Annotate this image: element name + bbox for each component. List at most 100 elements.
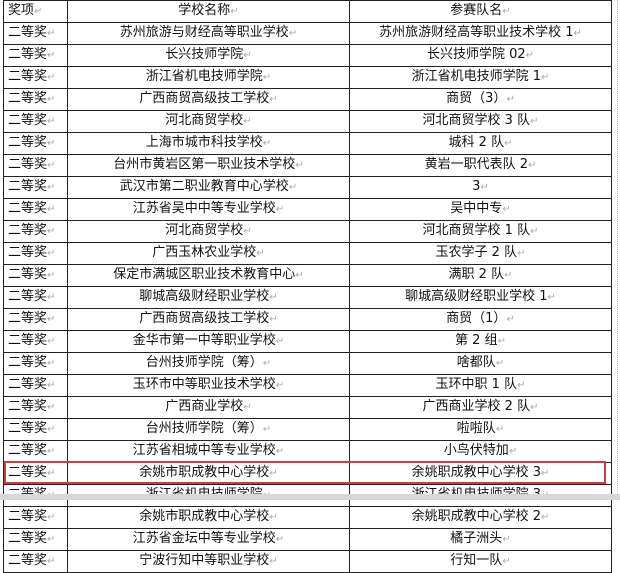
team-name-cell[interactable]: 啦啦队↵ <box>349 418 612 441</box>
paragraph-mark-icon: ↵ <box>47 292 56 303</box>
school-name-cell[interactable]: 江苏省吴中中等专业学校↵ <box>67 198 350 221</box>
team-name-cell[interactable]: 玉农学子 2 队↵ <box>349 242 612 265</box>
award-cell[interactable]: 二等奖↵ <box>3 132 68 155</box>
award-cell[interactable]: 二等奖↵ <box>3 396 68 419</box>
paragraph-mark-icon: ↵ <box>495 424 505 435</box>
paragraph-mark-icon: ↵ <box>47 50 56 61</box>
award-cell[interactable]: 二等奖↵ <box>3 550 68 573</box>
award-cell[interactable]: 二等奖↵ <box>3 66 68 89</box>
award-cell[interactable]: 二等奖↵ <box>3 330 68 353</box>
paragraph-mark-icon: ↵ <box>47 116 56 127</box>
school-name-cell[interactable]: 浙江省机电技师学院↵ <box>67 66 350 89</box>
paragraph-mark-icon: ↵ <box>269 94 278 105</box>
team-name-cell[interactable]: 长兴技师学院 02↵ <box>349 44 612 67</box>
school-name-cell[interactable]: 宁波行知中等职业学校↵ <box>67 550 350 573</box>
header-cell[interactable]: 奖项↵ <box>3 0 68 23</box>
team-name-cell[interactable]: 余姚职成教中心学校 2↵ <box>349 506 612 529</box>
school-name-cell[interactable]: 苏州旅游与财经高等职业学校↵ <box>67 22 350 45</box>
paragraph-mark-icon: ↵ <box>506 94 515 105</box>
header-cell[interactable]: 参赛队名↵ <box>349 0 612 23</box>
paragraph-mark-icon: ↵ <box>502 534 511 545</box>
award-cell[interactable]: 二等奖↵ <box>3 22 68 45</box>
team-name-cell[interactable]: 城科 2 队↵ <box>349 132 612 155</box>
school-name-cell[interactable]: 江苏省相城中等专业学校↵ <box>67 440 350 463</box>
award-cell[interactable]: 二等奖↵ <box>3 286 68 309</box>
school-name-cell[interactable]: 河北商贸学校↵ <box>67 110 350 133</box>
table-row: 二等奖↵ 聊城高级财经职业学校↵ 聊城高级财经职业学校 1↵ <box>3 286 612 309</box>
school-name-cell[interactable]: 武汉市第二职业教育中心学校↵ <box>67 176 350 199</box>
school-name-cell[interactable]: 台州技师学院（筹）↵ <box>67 418 350 441</box>
team-name-cell[interactable]: 玉环中职 1 队↵ <box>349 374 612 397</box>
team-name-cell[interactable]: 3↵ <box>349 176 612 199</box>
team-name-cell[interactable]: 啥都队↵ <box>349 352 612 375</box>
team-name-cell[interactable]: 广西商业学校 2 队↵ <box>349 396 612 419</box>
school-name-cell[interactable]: 河北商贸学校↵ <box>67 220 350 243</box>
team-name-cell[interactable]: 黄岩一职代表队 2↵ <box>349 154 612 177</box>
paragraph-mark-icon: ↵ <box>508 446 518 457</box>
school-name-cell[interactable]: 广西商贸高级技工学校↵ <box>67 308 350 331</box>
award-cell[interactable]: 二等奖↵ <box>3 462 68 485</box>
horizontal-scrollbar[interactable] <box>0 494 620 500</box>
paragraph-mark-icon: ↵ <box>517 248 526 259</box>
school-name-cell[interactable]: 保定市满城区职业技术教育中心↵ <box>67 264 350 287</box>
school-name-cell[interactable]: 玉环市中等职业技术学校↵ <box>67 374 350 397</box>
paragraph-mark-icon: ↵ <box>528 160 537 171</box>
school-name-cell[interactable]: 广西玉林农业学校↵ <box>67 242 350 265</box>
table-row: 二等奖↵ 江苏省相城中等专业学校↵ 小鸟伏特加↵ <box>3 440 612 463</box>
award-cell[interactable]: 二等奖↵ <box>3 528 68 551</box>
team-name-cell[interactable]: 第 2 组↵ <box>349 330 612 353</box>
team-name-cell[interactable]: 行知一队↵ <box>349 550 612 573</box>
table-row: 二等奖↵ 苏州旅游与财经高等职业学校↵ 苏州旅游财经高等职业技术学校 1↵ <box>3 22 612 45</box>
team-name-cell[interactable]: 商贸（3）↵ <box>349 88 612 111</box>
award-cell[interactable]: 二等奖↵ <box>3 154 68 177</box>
paragraph-mark-icon: ↵ <box>502 6 511 17</box>
award-cell[interactable]: 二等奖↵ <box>3 198 68 221</box>
paragraph-mark-icon: ↵ <box>541 512 550 523</box>
award-cell[interactable]: 二等奖↵ <box>3 418 68 441</box>
school-name-cell[interactable]: 广西商业学校↵ <box>67 396 350 419</box>
school-name-cell[interactable]: 长兴技师学院↵ <box>67 44 350 67</box>
paragraph-mark-icon: ↵ <box>295 270 304 281</box>
paragraph-mark-icon: ↵ <box>243 402 252 413</box>
award-cell[interactable]: 二等奖↵ <box>3 264 68 287</box>
school-name-cell[interactable]: 金华市第一中等职业学校↵ <box>67 330 350 353</box>
award-cell[interactable]: 二等奖↵ <box>3 220 68 243</box>
school-name-cell[interactable]: 聊城高级财经职业学校↵ <box>67 286 350 309</box>
team-name-cell[interactable]: 吴中中专↵ <box>349 198 612 221</box>
award-cell[interactable]: 二等奖↵ <box>3 44 68 67</box>
paragraph-mark-icon: ↵ <box>47 72 56 83</box>
award-cell[interactable]: 二等奖↵ <box>3 308 68 331</box>
award-cell[interactable]: 二等奖↵ <box>3 440 68 463</box>
award-cell[interactable]: 二等奖↵ <box>3 506 68 529</box>
team-name-cell[interactable]: 商贸（1）↵ <box>349 308 612 331</box>
team-name-cell[interactable]: 苏州旅游财经高等职业技术学校 1↵ <box>349 22 612 45</box>
paragraph-mark-icon: ↵ <box>47 556 56 567</box>
header-cell[interactable]: 学校名称↵ <box>67 0 350 23</box>
paragraph-mark-icon: ↵ <box>47 380 56 391</box>
team-name-cell[interactable]: 河北商贸学校 3 队↵ <box>349 110 612 133</box>
school-name-cell[interactable]: 广西商贸高级技工学校↵ <box>67 88 350 111</box>
paragraph-mark-icon: ↵ <box>47 512 56 523</box>
team-name-cell[interactable]: 余姚职成教中心学校 3↵ <box>349 462 612 485</box>
table-row: 二等奖↵ 江苏省金坛中等专业学校↵ 橘子洲头↵ <box>3 528 612 551</box>
team-name-cell[interactable]: 浙江省机电技师学院 1↵ <box>349 66 612 89</box>
school-name-cell[interactable]: 台州市黄岩区第一职业技术学校↵ <box>67 154 350 177</box>
school-name-cell[interactable]: 上海市城市科技学校↵ <box>67 132 350 155</box>
paragraph-mark-icon: ↵ <box>47 94 56 105</box>
paragraph-mark-icon: ↵ <box>295 160 304 171</box>
school-name-cell[interactable]: 台州技师学院（筹）↵ <box>67 352 350 375</box>
school-name-cell[interactable]: 江苏省金坛中等专业学校↵ <box>67 528 350 551</box>
award-cell[interactable]: 二等奖↵ <box>3 374 68 397</box>
award-cell[interactable]: 二等奖↵ <box>3 242 68 265</box>
award-cell[interactable]: 二等奖↵ <box>3 110 68 133</box>
team-name-cell[interactable]: 聊城高级财经职业学校 1↵ <box>349 286 612 309</box>
award-cell[interactable]: 二等奖↵ <box>3 176 68 199</box>
school-name-cell[interactable]: 余姚市职成教中心学校↵ <box>67 506 350 529</box>
school-name-cell[interactable]: 余姚市职成教中心学校↵ <box>67 462 350 485</box>
team-name-cell[interactable]: 满职 2 队↵ <box>349 264 612 287</box>
award-cell[interactable]: 二等奖↵ <box>3 352 68 375</box>
team-name-cell[interactable]: 小鸟伏特加↵ <box>349 440 612 463</box>
team-name-cell[interactable]: 河北商贸学校 1 队↵ <box>349 220 612 243</box>
team-name-cell[interactable]: 橘子洲头↵ <box>349 528 612 551</box>
award-cell[interactable]: 二等奖↵ <box>3 88 68 111</box>
